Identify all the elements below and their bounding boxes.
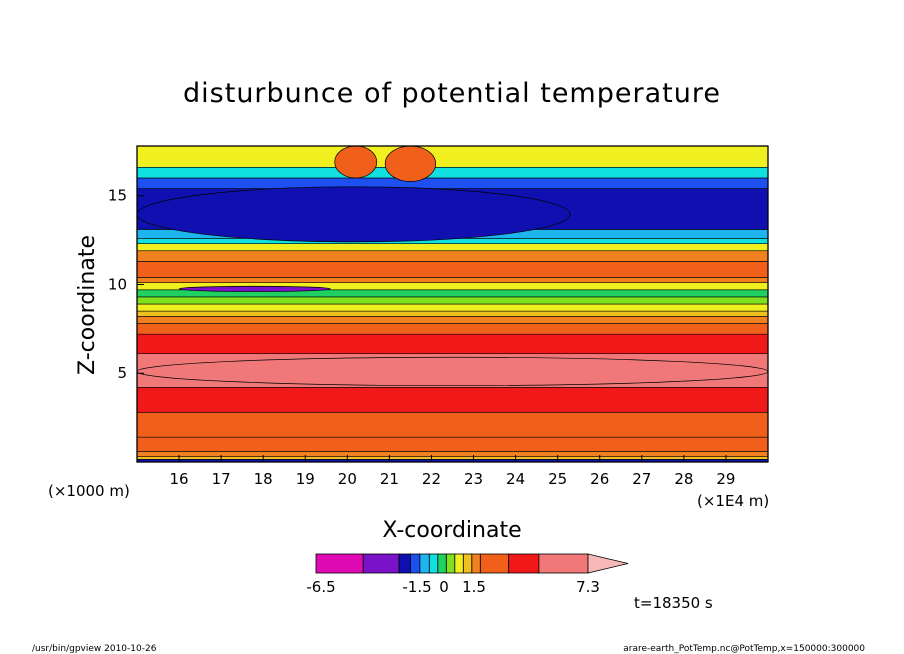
plot-frame — [136, 145, 769, 463]
colorbar-segment — [538, 553, 589, 574]
colorbar-segment — [437, 553, 447, 574]
x-tick-label: 24 — [506, 470, 525, 488]
contour-plot — [137, 146, 768, 462]
colorbar-segment — [454, 553, 464, 574]
colorbar-segment — [462, 553, 473, 574]
contour-band-23 — [137, 167, 768, 179]
x-tick-label: 26 — [590, 470, 609, 488]
contour-band-15 — [137, 277, 768, 283]
colorbar-segment — [398, 553, 411, 574]
warm-cell-right — [384, 146, 437, 182]
colorbar-segment — [471, 553, 481, 574]
warm-cell-left — [334, 146, 378, 179]
contour-band-17 — [137, 250, 768, 262]
x-tick-label: 17 — [212, 470, 231, 488]
x-tick-label: 25 — [548, 470, 567, 488]
warm-core — [137, 356, 768, 387]
x-tick-label: 20 — [338, 470, 357, 488]
colorbar-label-pos: 1.5 — [462, 578, 486, 596]
colorbar-segment — [362, 553, 400, 574]
x-tick-label: 18 — [254, 470, 273, 488]
colorbar-extension — [587, 553, 629, 574]
colorbar-segment — [479, 553, 510, 574]
colorbar-segment — [445, 553, 456, 574]
contour-band-16 — [137, 261, 768, 278]
x-axis-label: X-coordinate — [382, 518, 521, 543]
contour-band-9 — [137, 316, 768, 324]
contour-band-7 — [137, 333, 768, 355]
cold-strip — [178, 285, 331, 292]
x-axis-ticks: 16 17 18 19 20 21 22 23 24 25 26 27 28 29 — [170, 455, 735, 488]
x-tick-label: 21 — [380, 470, 399, 488]
x-tick-label: 23 — [464, 470, 483, 488]
contour-band-24 — [137, 146, 768, 168]
time-annotation: t=18350 s — [634, 594, 713, 612]
colorbar-segment — [419, 553, 430, 574]
footer-left: /usr/bin/gpview 2010-10-26 — [32, 644, 157, 654]
contour-band-18 — [137, 243, 768, 252]
contour-band-12 — [137, 296, 768, 305]
contour-band-8 — [137, 323, 768, 335]
x-tick-label: 16 — [170, 470, 189, 488]
x-tick-label: 19 — [296, 470, 315, 488]
y-tick-label: 10 — [108, 275, 127, 293]
footer-right: arare-earth_PotTemp.nc@PotTemp,x=150000:… — [623, 644, 865, 654]
colorbar-label-max: 7.3 — [576, 578, 600, 596]
x-tick-label: 29 — [716, 470, 735, 488]
contour-band-1 — [137, 456, 768, 460]
x-unit-left: (×1000 m) — [48, 482, 130, 500]
y-tick-label: 5 — [117, 364, 127, 382]
contour-band-5 — [137, 387, 768, 413]
colorbar-segment — [315, 553, 364, 574]
colorbar-segment — [508, 553, 540, 574]
contour-band-22 — [137, 177, 768, 189]
upper-negative-tongue — [137, 186, 571, 243]
chart-title: disturbunce of potential temperature — [183, 78, 721, 109]
x-tick-label: 22 — [422, 470, 441, 488]
contour-band-11 — [137, 303, 768, 312]
contour-band-10 — [137, 310, 768, 317]
y-axis-ticks: 5 10 15 — [108, 187, 144, 382]
colorbar-label-zero: 0 — [439, 578, 449, 596]
x-tick-label: 28 — [674, 470, 693, 488]
colorbar-segment — [428, 553, 439, 574]
colorbar-labels: -6.5 -1.5 0 1.5 7.3 — [306, 578, 600, 596]
colorbar-segment — [410, 553, 421, 574]
y-tick-label: 15 — [108, 187, 127, 205]
contour-band-2 — [137, 451, 768, 457]
contour-band-4 — [137, 411, 768, 438]
x-unit-right: (×1E4 m) — [697, 492, 769, 510]
x-tick-label: 27 — [632, 470, 651, 488]
colorbar-label-neg: -1.5 — [402, 578, 431, 596]
y-axis-label: Z-coordinate — [75, 235, 100, 375]
contour-band-3 — [137, 436, 768, 452]
colorbar-label-min: -6.5 — [306, 578, 335, 596]
colorbar — [315, 553, 629, 574]
